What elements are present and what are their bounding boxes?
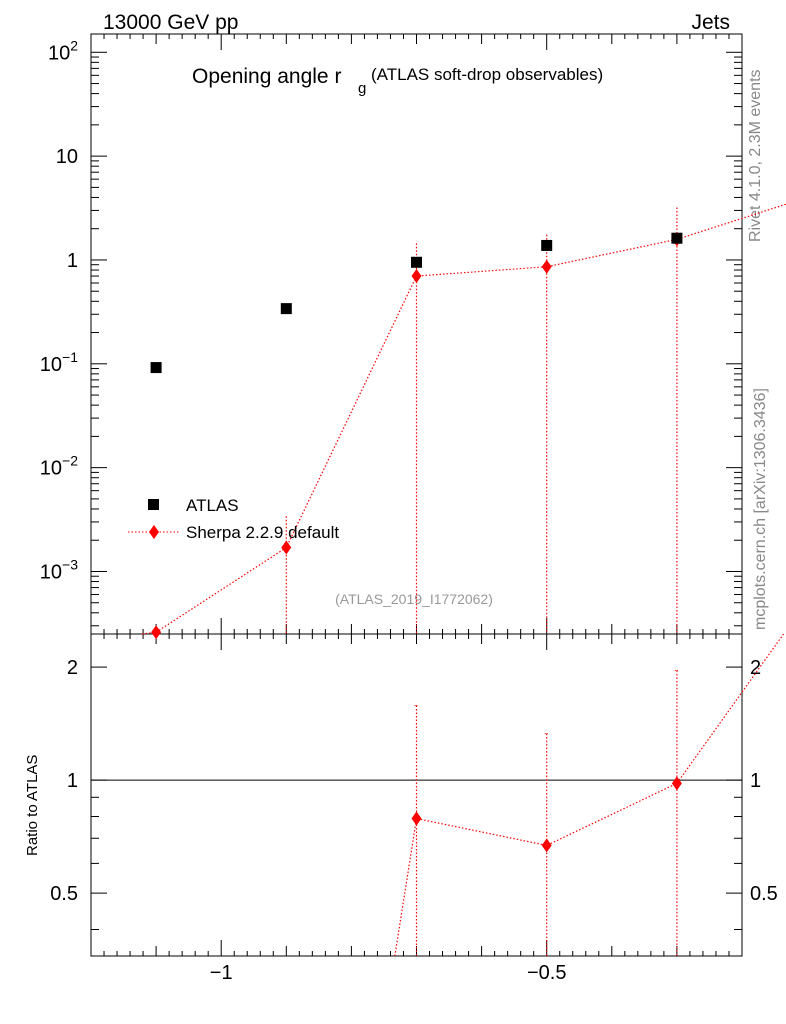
atlas-point: [150, 362, 162, 374]
y-tick-label: 102: [48, 37, 78, 64]
atlas-point: [280, 303, 292, 315]
ratio-y-tick-label-right: 2: [750, 657, 761, 679]
sherpa-point: [411, 269, 422, 284]
y-tick-label: 10−1: [40, 349, 78, 376]
ratio-y-tick-label-right: 0.5: [750, 883, 778, 905]
main-panel-frame: [90, 33, 743, 635]
atlas-point: [541, 239, 553, 251]
title-subscript: g: [358, 80, 366, 97]
sherpa-ratio-point: [541, 838, 552, 853]
legend-atlas-marker: [148, 499, 159, 510]
chart-title: Opening angle r: [192, 65, 341, 88]
sherpa-point: [281, 540, 292, 555]
title-suffix: (ATLAS soft-drop observables): [371, 65, 603, 84]
sherpa-point: [541, 259, 552, 274]
sherpa-ratio-point: [671, 776, 682, 791]
ratio-y-tick-label: 2: [67, 657, 78, 679]
sherpa-ratio-point: [411, 811, 422, 826]
data-layer: [91, 203, 786, 957]
analysis-watermark: (ATLAS_2019_I1772062): [335, 591, 493, 607]
sherpa-point: [151, 625, 162, 640]
side-label-mcplots: mcplots.cern.ch [arXiv:1306.3436]: [752, 388, 769, 630]
y-tick-label: 10−3: [40, 556, 78, 583]
ratio-panel-frame: [90, 633, 743, 957]
header-energy: 13000 GeV pp: [103, 11, 238, 34]
x-tick-label: −0.5: [527, 962, 566, 984]
x-tick-label: −1: [210, 962, 233, 984]
sherpa-line: [142, 203, 786, 635]
title-main: Opening angle r: [192, 65, 341, 88]
ratio-y-tick-label: 0.5: [50, 883, 78, 905]
legend-sherpa-label: Sherpa 2.2.9 default: [186, 523, 339, 542]
legend: ATLAS Sherpa 2.2.9 default: [128, 496, 339, 542]
y-tick-label: 10: [56, 146, 78, 168]
header-process: Jets: [691, 11, 730, 34]
atlas-point: [671, 232, 683, 244]
ratio-y-tick-label: 1: [67, 770, 78, 792]
ratio-y-tick-label-right: 1: [750, 770, 761, 792]
atlas-point: [411, 256, 422, 268]
sherpa-ratio-line: [394, 633, 785, 957]
y-tick-label: 10−2: [40, 453, 78, 480]
axes-layer: −1 −0.5 102 10 1 10−1 10−2 10−3 0.5 0.5 1 1 2 2: [40, 34, 778, 984]
ratio-ylabel: Ratio to ATLAS: [24, 755, 41, 856]
legend-sherpa-marker: [149, 525, 159, 539]
side-label-rivet: Rivet 4.1.0, 2.3M events: [747, 69, 764, 242]
legend-atlas-label: ATLAS: [186, 496, 239, 515]
y-tick-label: 1: [67, 250, 78, 272]
